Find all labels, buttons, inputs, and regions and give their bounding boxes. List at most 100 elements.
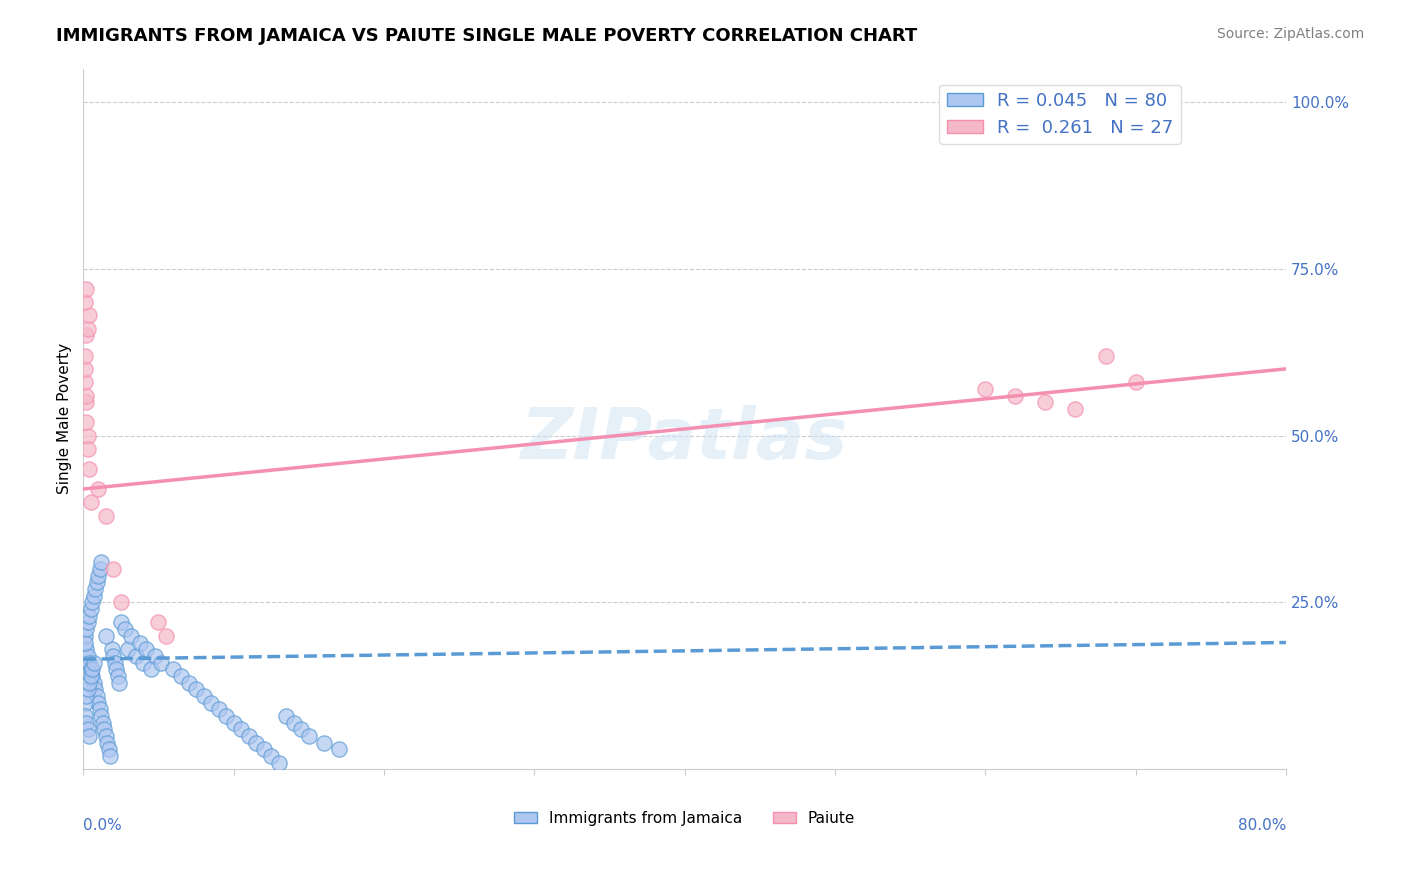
Point <box>79 729 101 743</box>
Point <box>80 495 103 509</box>
Point <box>73 709 96 723</box>
Point <box>76 442 98 456</box>
Point <box>108 675 131 690</box>
Point <box>215 709 238 723</box>
Point <box>83 656 105 670</box>
Point <box>76 615 98 630</box>
Point <box>75 395 97 409</box>
Y-axis label: Single Male Poverty: Single Male Poverty <box>58 343 72 494</box>
Point <box>76 322 98 336</box>
Point <box>253 742 276 756</box>
Point <box>139 662 162 676</box>
Point <box>75 689 97 703</box>
Point <box>73 696 96 710</box>
Point <box>87 696 110 710</box>
Text: Source: ZipAtlas.com: Source: ZipAtlas.com <box>1216 27 1364 41</box>
Point <box>86 575 108 590</box>
Point <box>83 589 105 603</box>
Point <box>73 635 96 649</box>
Point <box>75 328 97 343</box>
Point <box>73 375 96 389</box>
Point <box>200 696 222 710</box>
Point <box>170 669 193 683</box>
Point <box>117 642 139 657</box>
Point <box>98 749 121 764</box>
Point <box>283 715 305 730</box>
Point <box>80 669 103 683</box>
Legend: Immigrants from Jamaica, Paiute: Immigrants from Jamaica, Paiute <box>508 805 862 831</box>
Point <box>73 349 96 363</box>
Point <box>276 709 298 723</box>
Point <box>974 382 997 396</box>
Point <box>107 669 129 683</box>
Point <box>238 729 260 743</box>
Point <box>231 723 253 737</box>
Point <box>75 282 97 296</box>
Point <box>290 723 312 737</box>
Point <box>80 662 103 676</box>
Point <box>110 595 132 609</box>
Point <box>90 556 112 570</box>
Point <box>150 656 173 670</box>
Point <box>260 749 283 764</box>
Point <box>76 723 98 737</box>
Point <box>298 729 321 743</box>
Point <box>73 362 96 376</box>
Point <box>1125 375 1147 389</box>
Point <box>155 629 177 643</box>
Point <box>87 482 110 496</box>
Point <box>94 508 117 523</box>
Point <box>267 756 290 770</box>
Point <box>79 608 101 623</box>
Point <box>104 656 127 670</box>
Point <box>75 388 97 402</box>
Point <box>79 462 101 476</box>
Point <box>101 642 124 657</box>
Point <box>90 709 112 723</box>
Text: 0.0%: 0.0% <box>83 818 122 833</box>
Point <box>110 615 132 630</box>
Point <box>207 702 229 716</box>
Point <box>148 615 170 630</box>
Point <box>103 562 125 576</box>
Point <box>79 309 101 323</box>
Point <box>89 702 111 716</box>
Point <box>93 723 115 737</box>
Point <box>145 648 167 663</box>
Point <box>222 715 245 730</box>
Point <box>132 656 155 670</box>
Point <box>87 568 110 582</box>
Point <box>96 736 118 750</box>
Point <box>75 642 97 657</box>
Point <box>193 689 215 703</box>
Point <box>76 648 98 663</box>
Point <box>75 415 97 429</box>
Text: IMMIGRANTS FROM JAMAICA VS PAIUTE SINGLE MALE POVERTY CORRELATION CHART: IMMIGRANTS FROM JAMAICA VS PAIUTE SINGLE… <box>56 27 918 45</box>
Point <box>79 656 101 670</box>
Point <box>129 635 152 649</box>
Point <box>125 648 148 663</box>
Point <box>312 736 335 750</box>
Text: 80.0%: 80.0% <box>1237 818 1286 833</box>
Point <box>82 669 104 683</box>
Point <box>73 295 96 310</box>
Point <box>75 715 97 730</box>
Point <box>97 742 120 756</box>
Point <box>94 629 117 643</box>
Point <box>83 675 105 690</box>
Point <box>162 662 184 676</box>
Point <box>79 675 101 690</box>
Point <box>76 682 98 697</box>
Point <box>105 662 128 676</box>
Point <box>80 602 103 616</box>
Point <box>84 582 107 596</box>
Point <box>135 642 157 657</box>
Point <box>1064 401 1087 416</box>
Point <box>103 648 125 663</box>
Point <box>1094 349 1116 363</box>
Point <box>177 675 200 690</box>
Point <box>114 622 136 636</box>
Point <box>1004 388 1026 402</box>
Point <box>328 742 350 756</box>
Text: ZIPatlas: ZIPatlas <box>522 406 848 475</box>
